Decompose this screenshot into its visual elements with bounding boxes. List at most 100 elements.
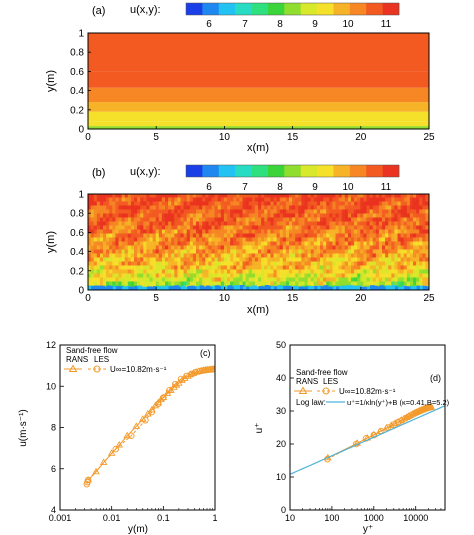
panel-b-wall-cell (391, 285, 397, 290)
panel-a-label: (a) (92, 5, 105, 17)
panel-b-wall-cell (314, 285, 319, 290)
panel-a-cbar-tick-11: 11 (381, 19, 392, 30)
panel-b-wall-cell (243, 286, 248, 290)
panel-d-les-point (394, 418, 402, 426)
panel-a-band-2 (88, 111, 429, 122)
panel-c-les-point (128, 432, 135, 440)
panel-b-wall-cell (270, 285, 276, 290)
panel-a-band-1 (88, 121, 429, 127)
panel-b-wall-cell (103, 286, 109, 290)
panel-b-wall-cell (323, 285, 329, 290)
panel-d-legend-loglaw-formula: u⁺=1/κln(y⁺)+B (κ=0.41,B=5.2) (347, 398, 450, 407)
panel-b-wall-cell (174, 285, 180, 290)
panel-c-les-point (196, 367, 203, 375)
panel-c-ylabel: u(m·s⁻¹) (18, 409, 29, 447)
panel-b-wall-cell (373, 285, 378, 290)
panel-b-wall-cell (379, 285, 385, 290)
colorbar-swatch-0-3 (235, 3, 252, 15)
panel-a-band-4 (88, 87, 429, 103)
panel-b-ytick-label-1: 0.2 (70, 266, 84, 277)
panel-b-wall-cell (370, 285, 375, 290)
panel-d-xtick-label-0: 10 (285, 513, 295, 523)
panel-b-wall-cell (286, 285, 292, 290)
panel-b-wall-cell (382, 286, 388, 290)
panel-a-ytick-label-0: 0 (78, 125, 84, 136)
panel-b-wall-cell (109, 286, 115, 290)
panel-c-series-les-line (86, 368, 213, 485)
panel-b-wall-cell (125, 285, 130, 290)
panel-a-xtick-label-2: 10 (219, 132, 231, 143)
panel-b-wall-cell (196, 285, 202, 290)
panel-b-wall-cell (360, 286, 366, 290)
panel-b-wall-cell (280, 285, 285, 290)
panel-a-cbar-tick-10: 10 (342, 19, 354, 30)
panel-b-wall-cell (199, 285, 205, 290)
panel-b-wall-cell (181, 285, 186, 290)
panel-b-wall-cell (177, 286, 183, 290)
panel-b-xtick-label-4: 20 (355, 293, 367, 304)
panel-c-rans-point (92, 467, 100, 475)
panel-b-wall-cell (357, 285, 363, 290)
panel-b-wall-cell (153, 286, 158, 290)
panel-d-series-log-law (290, 405, 445, 475)
panel-a-frame (87, 32, 430, 130)
panel-b-wall-cell (168, 286, 174, 290)
panel-b-ytick-label-3: 0.6 (70, 228, 84, 239)
panel-a-band-3 (88, 102, 429, 112)
panel-c-ytick-label-2: 8 (51, 423, 56, 433)
panel-b-wall-cell (128, 286, 133, 290)
panel-b-ytick-label-2: 0.4 (70, 247, 84, 258)
panel-b-wall-cell (218, 286, 223, 290)
panel-b-wall-cell (311, 286, 316, 290)
panel-c-rans-point (132, 422, 141, 429)
panel-c-les-point (177, 375, 185, 383)
panel-b-wall-cell (410, 286, 416, 290)
panel-b-frame (87, 193, 430, 291)
panel-d-xtick-label-3: 10000 (403, 513, 428, 523)
panel-c-les-point (188, 370, 195, 378)
panel-b-wall-cell (301, 286, 307, 290)
panel-c-legend-title: Sand-free flow (66, 346, 118, 355)
panel-c: 0.001 0.01 0.1 1 4 6 8 10 12 (c) Sand-free flow … (18, 340, 218, 535)
panel-c-axes: 0.001 0.01 0.1 1 4 6 8 10 12 (46, 340, 218, 523)
panel-c-legend-rans-marker (68, 364, 78, 372)
colorbar-swatch-0-0 (186, 3, 203, 15)
colorbar-swatch-1-5 (267, 165, 285, 177)
panel-c-rans-point (99, 458, 108, 466)
colorbar-frame-0 (185, 2, 400, 16)
colorbar-swatch-0-6 (284, 3, 301, 15)
panel-b-wall-cell (162, 286, 168, 290)
panel-b-cbar-tick-8: 8 (277, 182, 283, 193)
panel-b-cbar-tick-7: 7 (242, 182, 248, 193)
panel-b-wall-cell (112, 286, 118, 290)
panel-b-wall-cell (205, 285, 211, 290)
panel-c-les-point (142, 417, 149, 424)
panel-b-colorbar-label: u(x,y): (130, 166, 161, 178)
panel-b-wall-cell (289, 286, 295, 290)
panel-d-ytick-label-4: 40 (276, 373, 286, 383)
panel-c-ytick-label-3: 10 (46, 381, 56, 391)
panel-c-series-rans-line (87, 368, 214, 481)
colorbar-swatch-1-11 (366, 165, 383, 177)
colorbar-swatch-0-9 (333, 3, 351, 15)
panel-d-legend-les-marker (322, 387, 330, 395)
panel-c-legend: Sand-free flow RANS LES U∞=10.82m·s⁻¹ (64, 346, 167, 374)
panel-b-wall-cell (326, 286, 332, 290)
panel-a-axes: 0 5 10 15 20 25 0 0.2 0.4 0.6 0.8 1 (70, 29, 435, 144)
panel-b-wall-cell (137, 285, 143, 290)
panel-a-colorbar-label: u(x,y): (130, 4, 161, 16)
panel-c-les-point (209, 366, 215, 373)
panel-b-xtick-label-3: 15 (287, 293, 299, 304)
panel-d-ytick-label-0: 0 (281, 505, 286, 515)
panel-b-wall-cell (115, 286, 121, 290)
panel-b-wall-cell (94, 285, 99, 290)
panel-d-xtick-label-2: 1000 (364, 513, 384, 523)
panel-a-cbar-tick-6: 6 (206, 19, 212, 30)
panel-a-ytick-label-2: 0.4 (70, 86, 84, 97)
panel-b-wall-cell (416, 285, 422, 290)
panel-b: (b) u(x,y): 6 7 8 9 10 11 0 5 10 15 20 25 0 0.2… (45, 164, 435, 316)
panel-b-wall-cell (100, 285, 106, 290)
panel-b-xtick-label-0: 0 (85, 293, 91, 304)
panel-a-band-5 (88, 71, 429, 88)
panel-c-les-point (155, 400, 162, 408)
